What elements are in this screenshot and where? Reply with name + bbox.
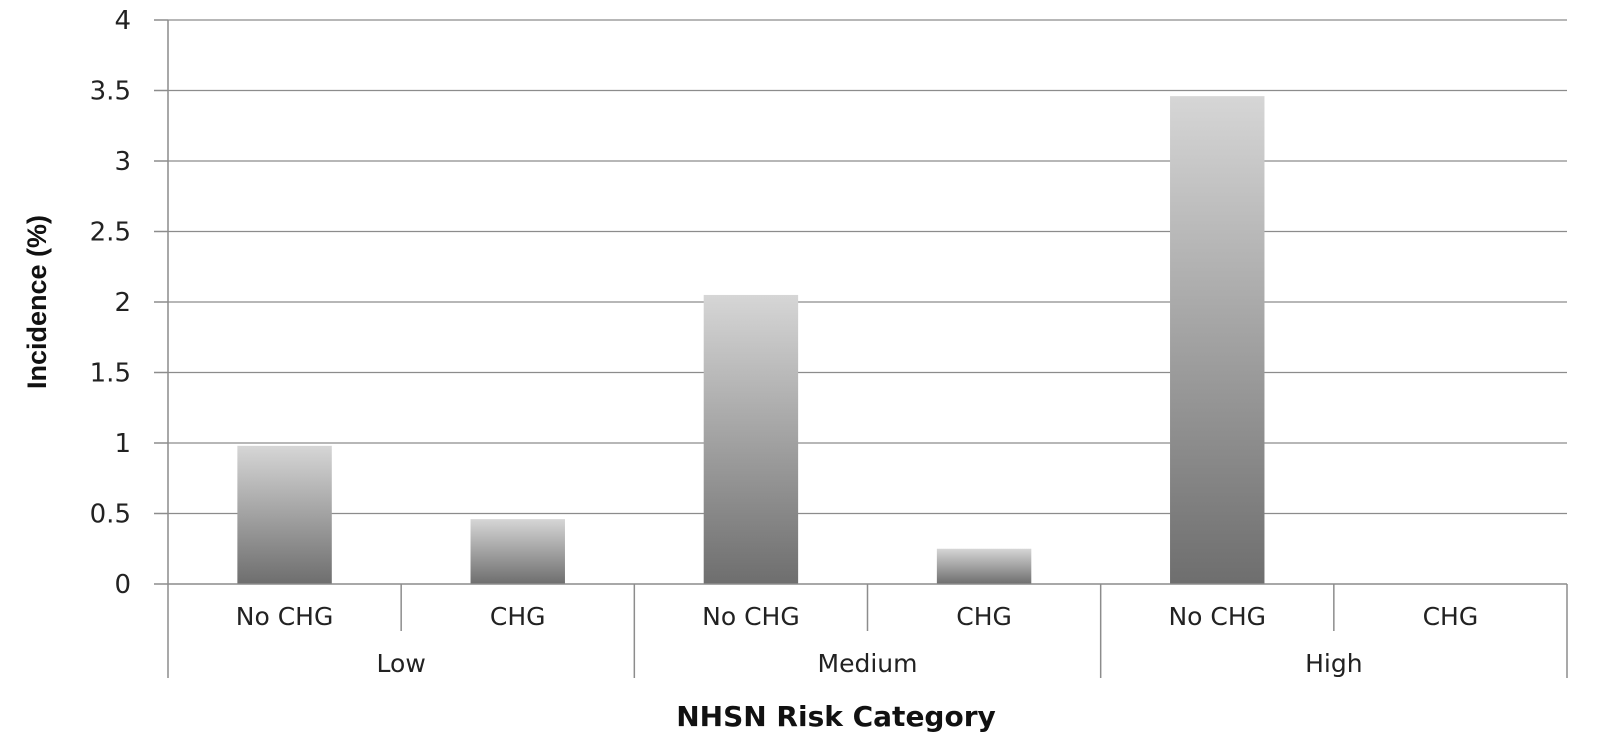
y-tick-label: 0.5 bbox=[90, 500, 131, 530]
y-axis-title: Incidence (%) bbox=[22, 215, 52, 389]
x-group-label: Medium bbox=[818, 649, 918, 678]
bar-high-no-chg bbox=[1170, 96, 1265, 584]
x-category-label: CHG bbox=[1423, 602, 1479, 631]
x-group-labels: Low Medium High bbox=[377, 649, 1363, 678]
x-group-label: High bbox=[1305, 649, 1362, 678]
y-tick-label: 3.5 bbox=[90, 77, 131, 107]
y-tick-label: 0 bbox=[114, 570, 131, 600]
bar-medium-no-chg bbox=[703, 294, 799, 584]
axes bbox=[154, 19, 1568, 678]
gridlines bbox=[168, 19, 1567, 515]
x-category-label: No CHG bbox=[236, 602, 334, 631]
y-tick-label: 2 bbox=[114, 288, 131, 318]
bar-medium-chg bbox=[936, 548, 1032, 584]
bar-low-no-chg bbox=[237, 445, 332, 584]
y-tick-label: 2.5 bbox=[90, 218, 131, 248]
bar-low-chg bbox=[470, 519, 565, 584]
y-tick-label: 1.5 bbox=[90, 359, 131, 389]
bars bbox=[237, 96, 1265, 584]
x-group-label: Low bbox=[377, 649, 426, 678]
y-tick-label: 4 bbox=[114, 6, 131, 36]
x-category-label: No CHG bbox=[1168, 602, 1266, 631]
x-category-label: No CHG bbox=[702, 602, 800, 631]
y-tick-label: 3 bbox=[114, 147, 131, 177]
x-category-label: CHG bbox=[490, 602, 546, 631]
x-category-label: CHG bbox=[956, 602, 1012, 631]
y-tick-label: 1 bbox=[114, 429, 131, 459]
x-axis-title: NHSN Risk Category bbox=[676, 700, 996, 733]
y-tick-labels: 0 0.5 1 1.5 2 2.5 3 3.5 4 bbox=[90, 6, 131, 600]
x-category-labels: No CHG CHG No CHG CHG No CHG CHG bbox=[236, 602, 1478, 631]
